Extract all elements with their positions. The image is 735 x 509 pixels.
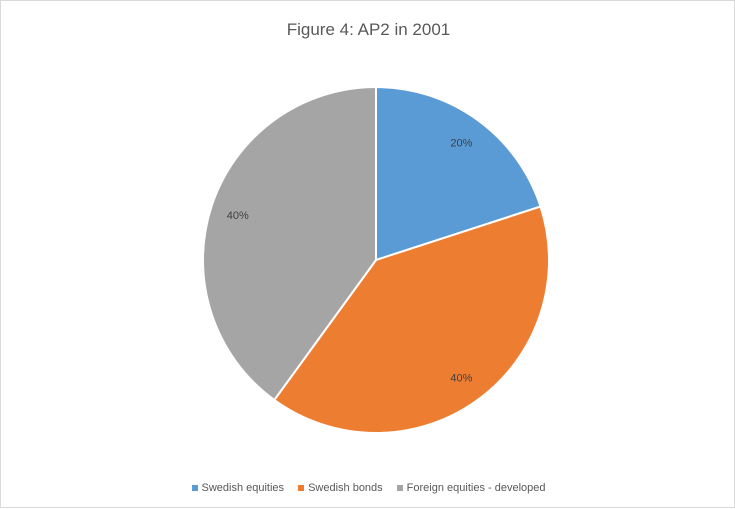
chart-title: Figure 4: AP2 in 2001	[286, 20, 451, 39]
slice-swedish-equities	[375, 85, 542, 262]
legend-label: Swedish bonds	[308, 482, 383, 494]
legend: Swedish equities Swedish bonds Foreign e…	[1, 482, 735, 494]
legend-swatch	[191, 485, 198, 491]
slice-foreign-equities-developed	[202, 85, 377, 402]
legend-swatch	[298, 485, 305, 491]
legend-swatch	[396, 485, 403, 491]
legend-item-swedish-bonds: Swedish bonds	[298, 482, 383, 494]
legend-item-foreign-equities-developed: Foreign equities - developed	[396, 482, 546, 494]
legend-label: Swedish equities	[201, 482, 285, 494]
slice-swedish-bonds	[272, 205, 550, 434]
legend-item-swedish-equities: Swedish equities	[191, 482, 285, 494]
data-label: 40%	[450, 373, 472, 385]
legend-label: Foreign equities - developed	[406, 482, 546, 494]
data-label: 20%	[450, 137, 472, 149]
data-label: 40%	[227, 210, 249, 222]
